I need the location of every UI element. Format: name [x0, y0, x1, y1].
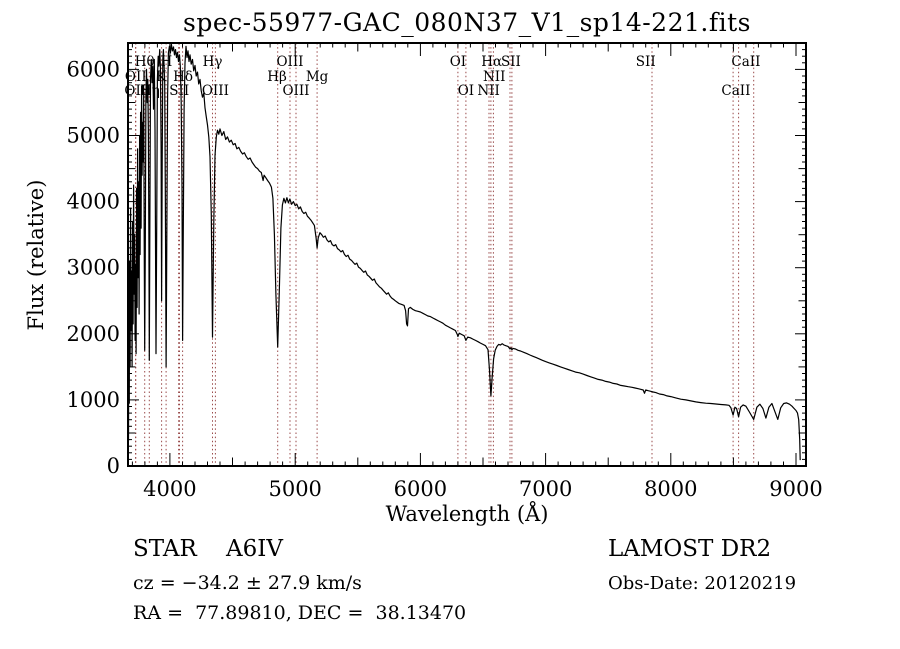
y-tick-label: 2000 [67, 322, 120, 346]
y-tick-label: 6000 [67, 57, 120, 81]
spectral-line-label: CaII [731, 54, 760, 70]
spectral-line-label: SII [501, 54, 521, 70]
spectral-line-label: OIII [202, 83, 229, 99]
y-tick-labels: 0 1000 2000 3000 4000 5000 6000 [67, 57, 120, 478]
spectral-line-label: Hγ [203, 54, 223, 70]
y-tick-label: 1000 [67, 388, 120, 412]
survey-name-text: LAMOST DR2 [608, 536, 772, 562]
spectral-line-label: OII [124, 83, 146, 99]
axis-ticks [128, 42, 806, 467]
spectral-line-label: Hα [481, 54, 502, 70]
spectral-line-label: CaII [721, 83, 750, 99]
spectral-line-label: OIII [276, 54, 303, 70]
spectral-line-label: OIII [282, 83, 309, 99]
x-tick-label: 7000 [519, 477, 572, 501]
spectral-line-label: NII [477, 83, 499, 99]
plot-title: spec-55977-GAC_080N37_V1_sp14-221.fits [183, 8, 751, 37]
spectrum-curve [127, 43, 801, 463]
spectral-line-label: H [161, 54, 173, 70]
object-class-text: STAR A6IV [133, 536, 283, 562]
ra-dec-text: RA = 77.89810, DEC = 38.13470 [133, 602, 467, 624]
x-axis-label: Wavelength (Å) [385, 502, 549, 526]
spectral-line-label: SII [636, 54, 656, 70]
spectral-line-label: SII [169, 83, 189, 99]
x-tick-label: 9000 [769, 477, 822, 501]
y-tick-label: 5000 [67, 124, 120, 148]
spectral-line-label: K [156, 69, 167, 85]
cz-velocity-text: cz = −34.2 ± 27.9 km/s [133, 572, 362, 594]
x-tick-label: 6000 [394, 477, 447, 501]
spectral-line-label: OI [450, 54, 466, 70]
y-tick-label: 0 [107, 454, 120, 478]
x-tick-labels: 4000 5000 6000 7000 8000 9000 [143, 477, 823, 501]
spectral-line-label: OII [125, 69, 147, 85]
spectral-line-label: Hη [140, 83, 160, 99]
spectral-line-label: Hθ [135, 54, 155, 70]
spectral-line-label: Hδ [173, 69, 193, 85]
x-tick-label: 8000 [644, 477, 697, 501]
obs-date-text: Obs-Date: 20120219 [608, 573, 797, 594]
spectral-line-label: Hβ [267, 69, 287, 85]
spectral-line-label: Mg [306, 69, 329, 85]
spectral-line-label: OI [458, 83, 474, 99]
x-tick-label: 4000 [143, 477, 196, 501]
x-tick-label: 5000 [268, 477, 321, 501]
y-axis-label: Flux (relative) [24, 179, 48, 331]
spectral-line-markers [135, 43, 755, 466]
y-tick-label: 4000 [67, 190, 120, 214]
y-tick-label: 3000 [67, 256, 120, 280]
spectral-line-label: NII [483, 69, 505, 85]
